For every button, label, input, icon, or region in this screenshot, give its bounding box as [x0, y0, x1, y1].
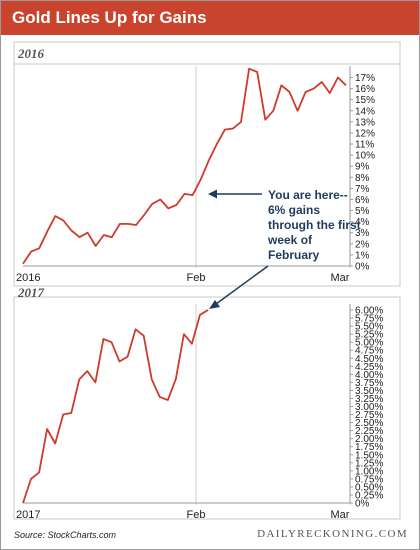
chart2-title: 2017	[17, 285, 45, 300]
chart1-x-tick-label: Feb	[187, 272, 206, 284]
chart2-y-tick-label: 0.75%	[355, 474, 383, 485]
chart1-y-tick-label: 3%	[355, 228, 370, 239]
chart2-series-line	[22, 309, 209, 504]
chart2-x-tick-label: 2017	[16, 509, 40, 521]
annotation-text-line: through the first	[268, 218, 361, 232]
chart1-y-tick-label: 5%	[355, 206, 370, 217]
annotation-arrowhead-2	[209, 300, 220, 309]
chart1-title: 2016	[17, 46, 45, 61]
chart2-y-tick-label: 3.00%	[355, 402, 383, 413]
chart1-x-tick-label: 2016	[16, 272, 40, 284]
chart1-y-tick-label: 16%	[355, 84, 375, 95]
chart1-y-tick-label: 1%	[355, 250, 370, 261]
chart2-y-tick-label: 2.00%	[355, 434, 383, 445]
annotation-text-line: 6% gains	[268, 203, 320, 217]
annotation-arrowhead-1	[208, 189, 217, 199]
chart2-y-tick-label: 2.50%	[355, 418, 383, 429]
chart2-y-tick-label: 1.00%	[355, 466, 383, 477]
chart-title: Gold Lines Up for Gains	[12, 8, 207, 27]
chart1-y-tick-label: 6%	[355, 195, 370, 206]
chart2-y-tick-label: 3.25%	[355, 394, 383, 405]
chart2-y-tick-label: 5.25%	[355, 330, 383, 341]
brand-logo-text: DAILYRECKONING.COM	[257, 528, 408, 540]
chart2-y-tick-label: 1.75%	[355, 442, 383, 453]
chart1-y-tick-label: 0%	[355, 262, 370, 273]
chart1-y-tick-label: 11%	[355, 140, 374, 151]
chart2-y-tick-label: 4.25%	[355, 362, 383, 373]
chart1-y-tick-label: 13%	[355, 117, 375, 128]
annotation-text-line: week of	[267, 233, 313, 247]
annotation-text-line: You are here--	[268, 188, 348, 202]
chart1-y-tick-label: 4%	[355, 217, 370, 228]
chart2-y-tick-label: 4.50%	[355, 354, 383, 365]
chart2-y-tick-label: 0%	[355, 499, 370, 510]
chart1-box	[13, 41, 401, 287]
annotation-arrow-2	[215, 265, 269, 305]
chart2-y-tick-label: 0.50%	[355, 482, 383, 493]
annotation-text-line: February	[268, 248, 320, 262]
chart1-y-tick-label: 9%	[355, 162, 370, 173]
chart2-y-tick-label: 5.75%	[355, 314, 383, 325]
chart2-y-tick-label: 5.50%	[355, 322, 383, 333]
chart2-y-tick-label: 2.75%	[355, 410, 383, 421]
chart2-y-tick-label: 1.25%	[355, 458, 383, 469]
header-bar: Gold Lines Up for Gains	[1, 1, 419, 35]
chart2-y-tick-label: 4.75%	[355, 346, 383, 357]
chart2-box	[13, 296, 401, 520]
chart2-y-tick-label: 0.25%	[355, 490, 383, 501]
chart2-y-tick-label: 3.75%	[355, 378, 383, 389]
chart2-y-tick-label: 4.00%	[355, 370, 383, 381]
chart1-y-tick-label: 8%	[355, 173, 370, 184]
source-note: Source: StockCharts.com	[14, 530, 117, 540]
chart1-y-tick-label: 15%	[355, 95, 375, 106]
chart2-y-tick-label: 2.25%	[355, 426, 383, 437]
chart2-x-tick-label: Feb	[187, 509, 206, 521]
chart2-y-tick-label: 1.50%	[355, 450, 383, 461]
chart2-y-tick-label: 3.50%	[355, 386, 383, 397]
chart1-y-tick-label: 7%	[355, 184, 370, 195]
chart1-y-tick-label: 2%	[355, 239, 370, 250]
chart1-y-tick-label: 14%	[355, 106, 375, 117]
chart2-y-tick-label: 6.00%	[355, 306, 383, 317]
chart1-x-tick-label: Mar	[331, 272, 350, 284]
chart1-y-tick-label: 17%	[355, 73, 375, 84]
chart1-series-line	[22, 67, 347, 265]
chart2-y-tick-label: 5.00%	[355, 338, 383, 349]
chart1-y-tick-label: 10%	[355, 151, 375, 162]
chart1-y-tick-label: 12%	[355, 128, 375, 139]
chart2-x-tick-label: Mar	[331, 509, 350, 521]
